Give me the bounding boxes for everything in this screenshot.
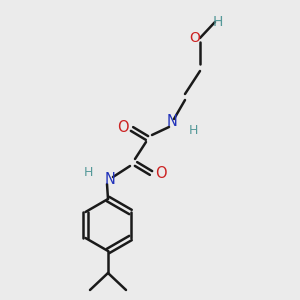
Text: O: O (117, 119, 129, 134)
Text: H: H (83, 166, 93, 178)
Text: H: H (213, 15, 223, 29)
Text: N: N (105, 172, 116, 187)
Text: H: H (188, 124, 198, 136)
Text: O: O (155, 167, 167, 182)
Text: N: N (167, 115, 177, 130)
Text: O: O (190, 31, 200, 45)
